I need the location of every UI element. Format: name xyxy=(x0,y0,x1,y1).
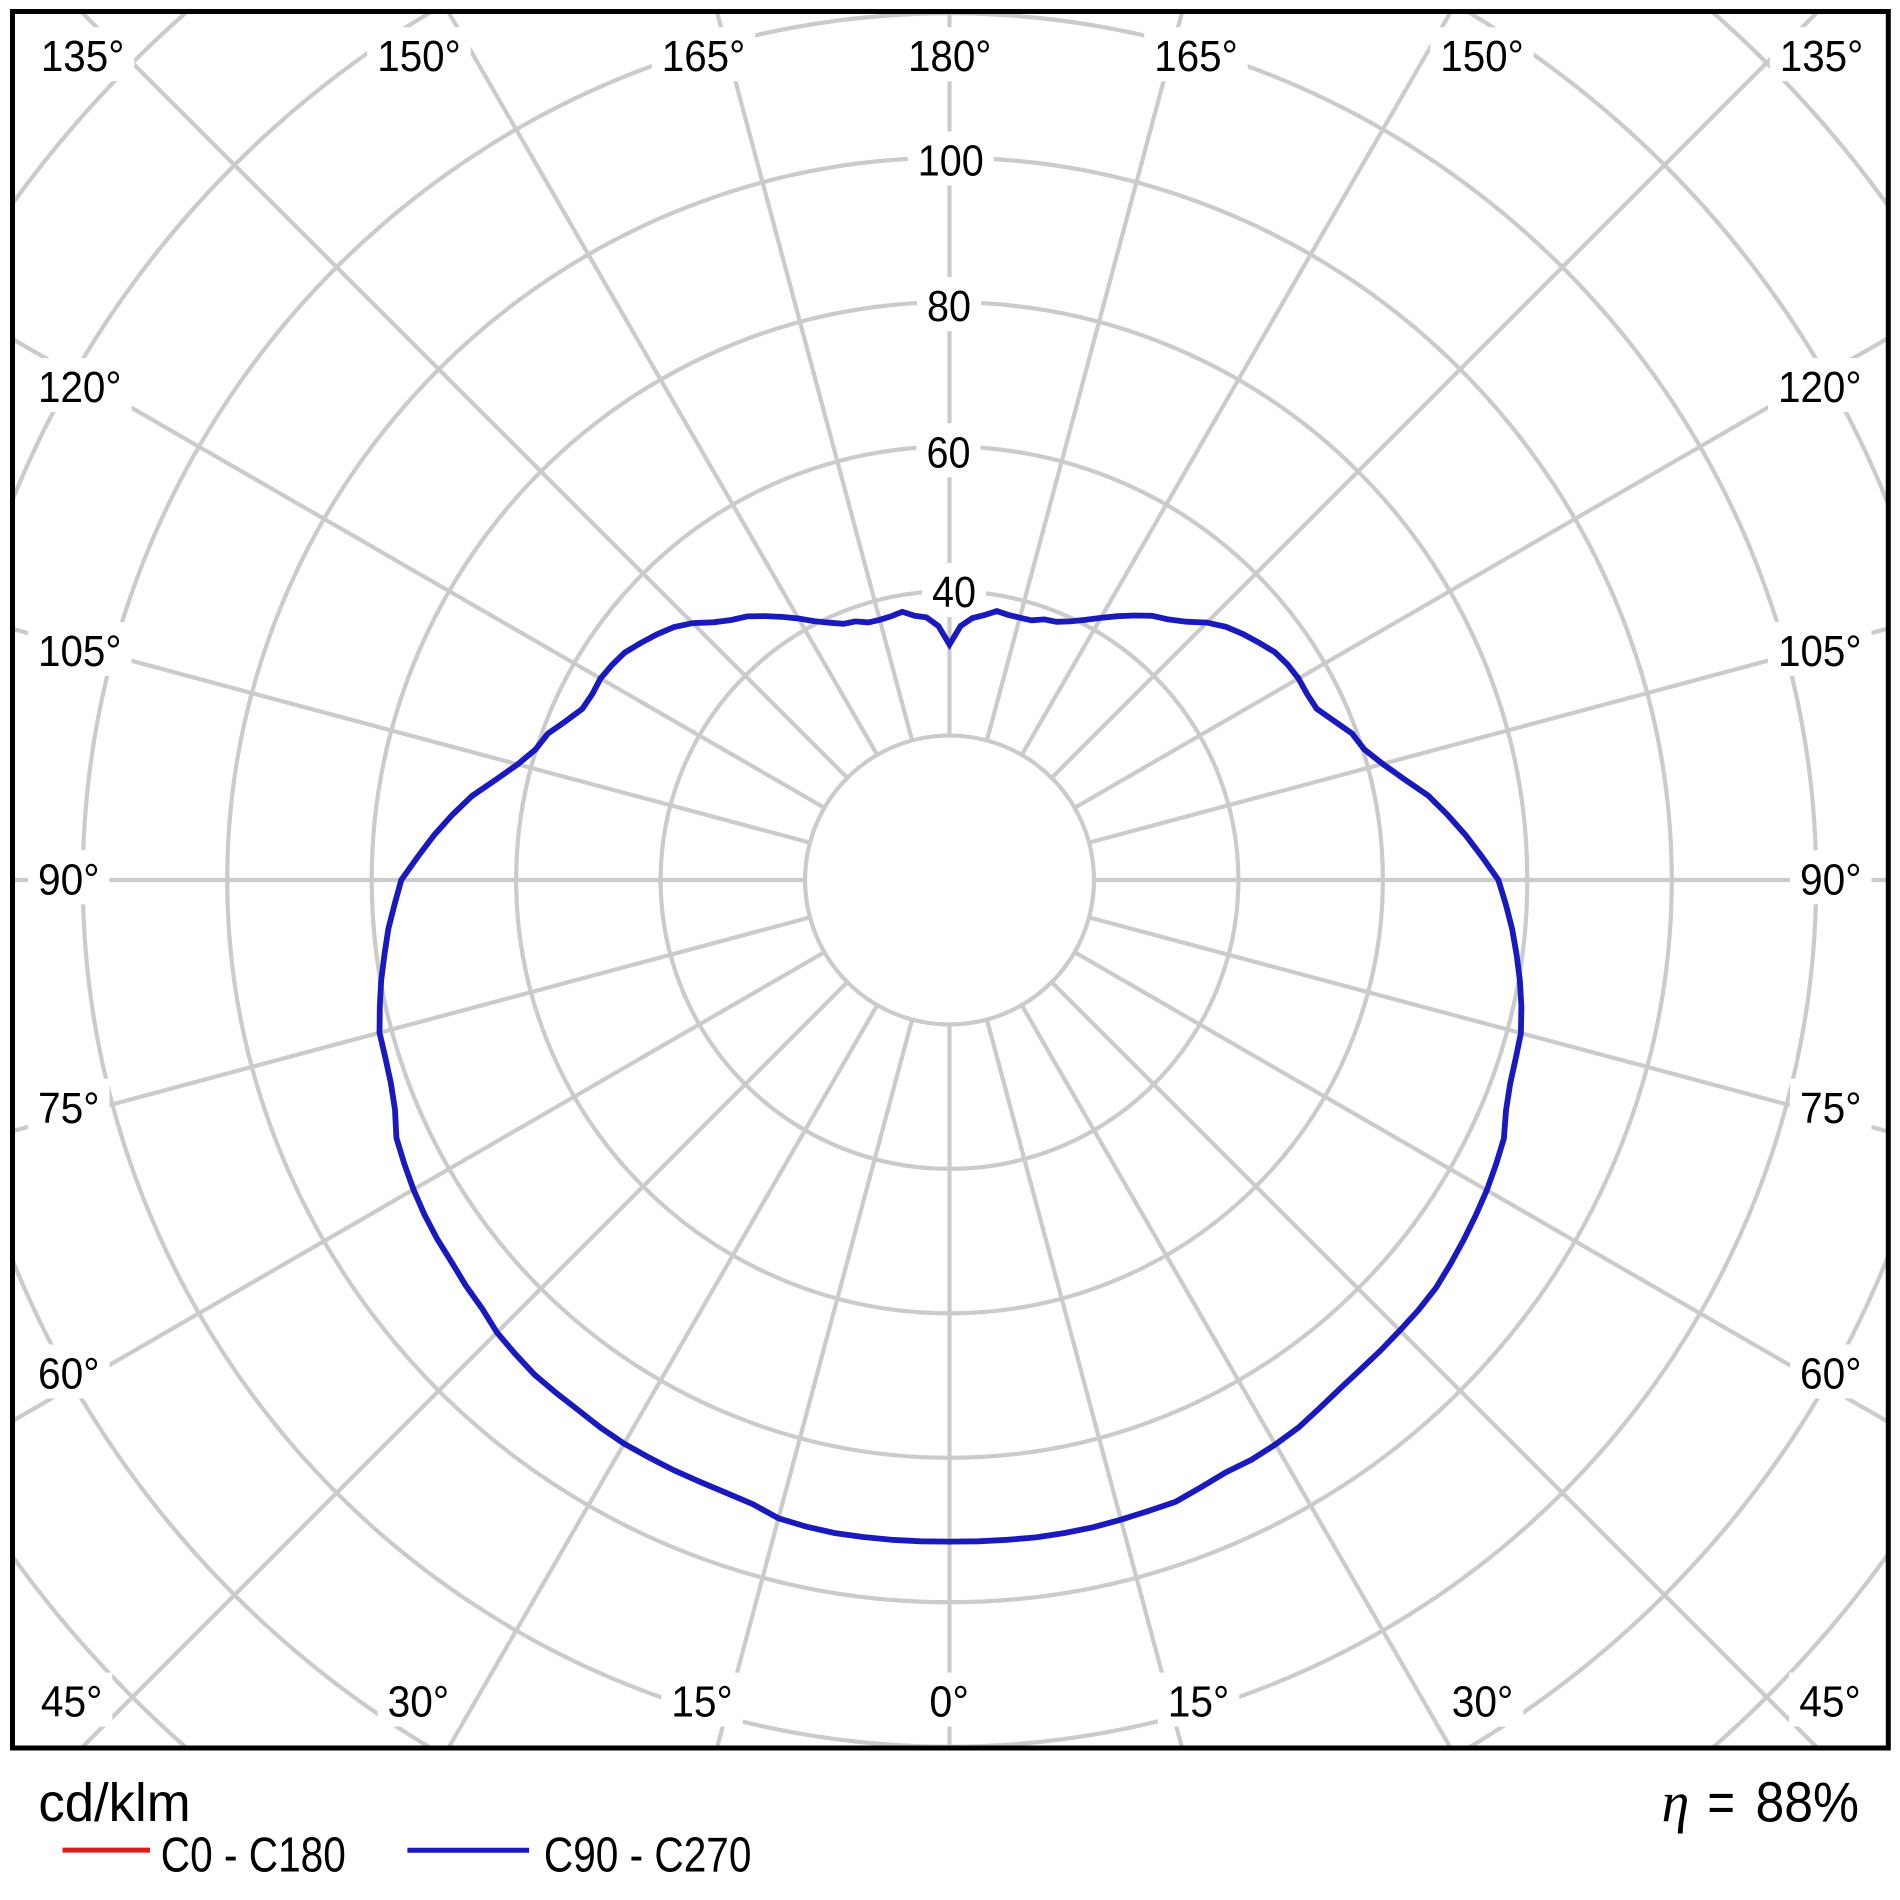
svg-text:120°: 120° xyxy=(38,364,122,412)
svg-text:100: 100 xyxy=(918,138,984,186)
svg-text:30°: 30° xyxy=(1452,1679,1514,1727)
svg-text:60°: 60° xyxy=(1800,1351,1862,1399)
svg-text:cd/klm: cd/klm xyxy=(38,1773,190,1833)
svg-text:105°: 105° xyxy=(38,628,122,676)
svg-text:C0 - C180: C0 - C180 xyxy=(161,1829,346,1883)
svg-text:88%: 88% xyxy=(1756,1771,1860,1835)
svg-text:60: 60 xyxy=(927,429,971,477)
svg-text:165°: 165° xyxy=(1154,33,1238,81)
svg-text:40: 40 xyxy=(932,569,976,617)
svg-text:η: η xyxy=(1662,1772,1690,1835)
svg-text:75°: 75° xyxy=(38,1085,100,1133)
svg-text:120°: 120° xyxy=(1778,364,1862,412)
svg-text:=: = xyxy=(1707,1771,1735,1835)
svg-text:165°: 165° xyxy=(662,33,746,81)
svg-text:90°: 90° xyxy=(38,856,100,904)
svg-text:30°: 30° xyxy=(388,1679,450,1727)
svg-text:105°: 105° xyxy=(1778,628,1862,676)
svg-text:135°: 135° xyxy=(1780,33,1864,81)
svg-text:15°: 15° xyxy=(1168,1679,1230,1727)
svg-text:C90 - C270: C90 - C270 xyxy=(544,1829,752,1883)
svg-text:0°: 0° xyxy=(929,1679,969,1727)
svg-text:15°: 15° xyxy=(671,1679,733,1727)
svg-text:180°: 180° xyxy=(908,33,992,81)
svg-text:75°: 75° xyxy=(1800,1085,1862,1133)
svg-text:45°: 45° xyxy=(1799,1679,1861,1727)
svg-text:45°: 45° xyxy=(41,1679,103,1727)
svg-text:135°: 135° xyxy=(41,33,125,81)
svg-text:150°: 150° xyxy=(1440,33,1524,81)
svg-text:150°: 150° xyxy=(377,33,461,81)
svg-text:80: 80 xyxy=(927,283,971,331)
svg-text:60°: 60° xyxy=(38,1351,100,1399)
svg-text:90°: 90° xyxy=(1800,856,1862,904)
